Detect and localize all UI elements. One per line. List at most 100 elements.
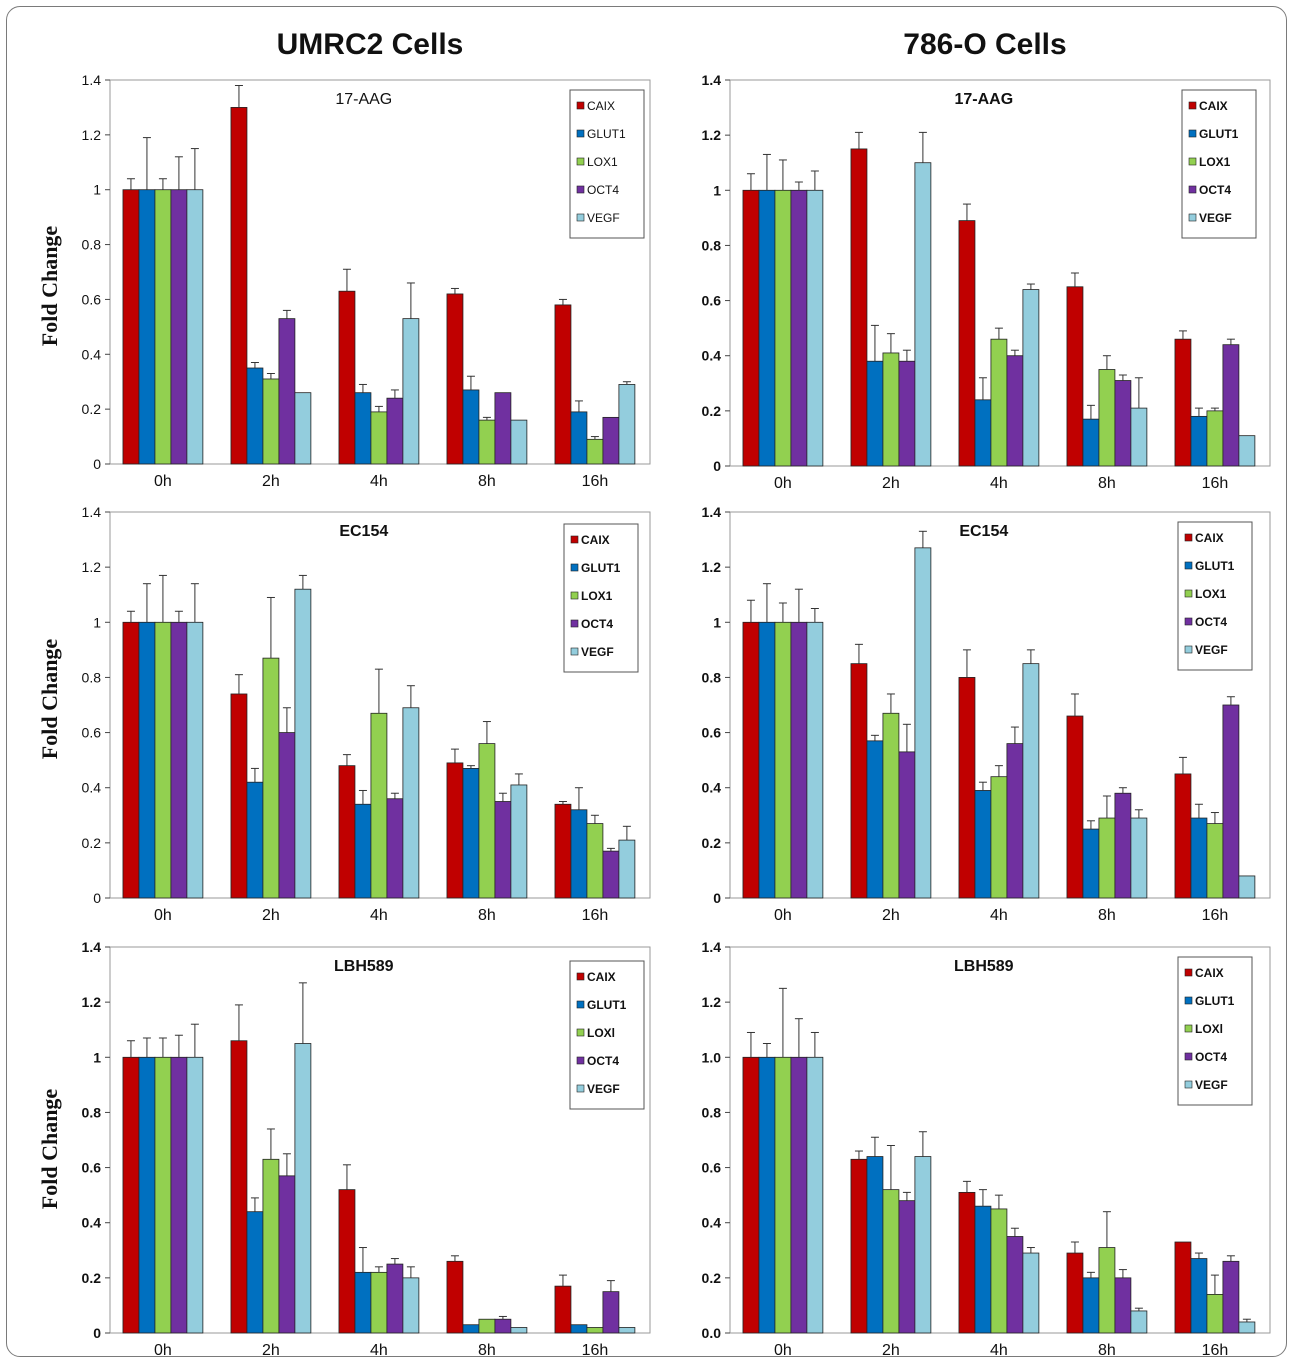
bar-vegf-0h xyxy=(186,189,204,465)
bar-oct4-4h xyxy=(1006,743,1024,899)
bar-lox1-2h xyxy=(882,352,900,467)
bar-vegf-4h xyxy=(402,707,420,899)
legend-swatch-caix xyxy=(576,101,585,110)
legend-label-oct4: OCT4 xyxy=(1195,615,1227,629)
bar-loxl-2h xyxy=(262,1158,280,1334)
bar-oct4-8h xyxy=(1114,792,1132,899)
legend-label-vegf: VEGF xyxy=(1199,211,1232,225)
legend: CAIX GLUT1 LOX1 OCT4 VEGF xyxy=(563,523,639,673)
legend-swatch-oct4 xyxy=(1184,1052,1193,1061)
bar-caix-8h xyxy=(1066,715,1084,899)
legend-swatch-vegf xyxy=(1188,213,1197,222)
bar-oct4-16h xyxy=(602,416,620,465)
legend-label-lox1: LOX1 xyxy=(1195,587,1227,601)
bar-lox1-16h xyxy=(586,823,604,899)
bar-vegf-0h xyxy=(806,1056,824,1334)
legend-swatch-vegf xyxy=(1184,645,1193,654)
x-tick-label: 2h xyxy=(262,907,280,924)
bar-glut1-8h xyxy=(462,1324,480,1334)
legend-swatch-lox1 xyxy=(570,591,579,600)
y-tick-label: 0.6 xyxy=(82,291,102,307)
legend-swatch-caix xyxy=(1184,533,1193,542)
bar-vegf-2h xyxy=(294,1043,312,1334)
y-tick-label: 0.2 xyxy=(702,1270,722,1286)
chart-title: EC154 xyxy=(339,523,388,540)
y-tick-label: 0.2 xyxy=(702,403,722,419)
bar-glut1-4h xyxy=(354,392,372,465)
bar-glut1-16h xyxy=(570,1324,588,1334)
bar-vegf-2h xyxy=(294,392,312,465)
x-tick-label: 0h xyxy=(154,473,172,490)
legend-label-glut1: GLUT1 xyxy=(587,998,627,1012)
bar-lox1-16h xyxy=(1206,823,1224,899)
bar-lox1-8h xyxy=(478,419,496,465)
bar-caix-8h xyxy=(446,293,464,465)
chart-title: 17-AAG xyxy=(954,91,1013,108)
x-tick-label: 4h xyxy=(370,473,388,490)
figure-frame xyxy=(6,6,1287,1357)
legend-label-caix: CAIX xyxy=(587,99,615,113)
bar-caix-8h xyxy=(1066,286,1084,467)
bar-caix-2h xyxy=(230,1040,248,1334)
bar-oct4-16h xyxy=(1222,1260,1240,1334)
y-tick-label: 0.4 xyxy=(702,780,722,796)
bar-oct4-16h xyxy=(602,1291,620,1334)
y-tick-label: 0 xyxy=(713,890,721,906)
bar-oct4-8h xyxy=(494,801,512,899)
legend-swatch-loxl xyxy=(576,1028,585,1037)
x-tick-label: 8h xyxy=(478,473,496,490)
bar-oct4-8h xyxy=(494,1318,512,1334)
legend-label-oct4: OCT4 xyxy=(581,617,613,631)
y-tick-label: 0.6 xyxy=(702,1160,722,1176)
x-tick-label: 0h xyxy=(774,475,792,492)
y-tick-label: 1.2 xyxy=(82,994,102,1010)
bar-caix-0h xyxy=(122,1056,140,1334)
x-tick-label: 8h xyxy=(478,1342,496,1359)
bar-oct4-4h xyxy=(386,798,404,899)
chart-786o-17aag: 0 0.2 0.4 0.6 0.8 1 1.2 1.4 17-AAG 0h 2h 4h 8h 16h CAI… xyxy=(702,72,1271,492)
bar-glut1-4h xyxy=(974,1205,992,1334)
bar-vegf-16h xyxy=(1238,875,1256,899)
bar-oct4-16h xyxy=(1222,344,1240,467)
bar-glut1-16h xyxy=(570,411,588,465)
bar-oct4-16h xyxy=(602,850,620,899)
chart-title: LBH589 xyxy=(954,958,1014,975)
legend-swatch-lox1 xyxy=(1184,589,1193,598)
bar-glut1-0h xyxy=(758,1056,776,1334)
bar-glut1-0h xyxy=(758,621,776,899)
bar-glut1-8h xyxy=(462,389,480,465)
bar-glut1-0h xyxy=(138,621,156,899)
bar-lox1-16h xyxy=(586,438,604,465)
bar-vegf-8h xyxy=(510,1327,528,1334)
legend-label-glut1: GLUT1 xyxy=(581,561,621,575)
x-tick-label: 2h xyxy=(882,475,900,492)
x-tick-label: 16h xyxy=(1202,475,1229,492)
bar-lox1-4h xyxy=(990,338,1008,467)
bar-loxl-4h xyxy=(990,1208,1008,1334)
bar-caix-2h xyxy=(850,1158,868,1334)
bar-loxl-8h xyxy=(1098,1247,1116,1334)
x-tick-label: 16h xyxy=(582,473,609,490)
column-title-umrc2: UMRC2 Cells xyxy=(276,28,464,61)
legend-label-caix: CAIX xyxy=(581,533,610,547)
bar-vegf-16h xyxy=(618,839,636,899)
bar-vegf-8h xyxy=(1130,817,1148,899)
bar-caix-0h xyxy=(122,621,140,899)
legend-swatch-glut1 xyxy=(1184,561,1193,570)
legend-label-caix: CAIX xyxy=(1199,99,1228,113)
bar-caix-4h xyxy=(958,1191,976,1334)
x-tick-label: 2h xyxy=(882,1342,900,1359)
legend-label-caix: CAIX xyxy=(587,970,616,984)
bar-loxl-0h xyxy=(774,1056,792,1334)
x-tick-label: 16h xyxy=(1202,907,1229,924)
y-tick-label: 0.4 xyxy=(82,1215,102,1231)
bar-glut1-2h xyxy=(246,1211,264,1334)
bar-caix-0h xyxy=(742,1056,760,1334)
bar-oct4-0h xyxy=(170,621,188,899)
x-tick-label: 0h xyxy=(774,1342,792,1359)
x-tick-label: 0h xyxy=(154,1342,172,1359)
bar-vegf-0h xyxy=(186,621,204,899)
legend-label-vegf: VEGF xyxy=(1195,643,1228,657)
legend-swatch-vegf xyxy=(570,647,579,656)
y-tick-label: 0 xyxy=(93,456,101,472)
